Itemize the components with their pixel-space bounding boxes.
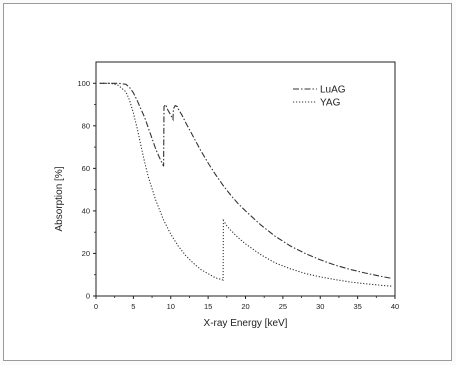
y-axis-label: Absorption [%] [54, 166, 65, 231]
y-tick-label: 80 [82, 121, 90, 130]
plot-frame [95, 61, 396, 297]
x-axis-label: X-ray Energy [keV] [204, 318, 288, 329]
y-tick-label: 100 [77, 79, 90, 88]
x-tick-label: 25 [279, 302, 287, 311]
y-tick-label: 40 [82, 206, 90, 215]
legend-label-yag: YAG [320, 98, 341, 109]
y-tick-label: 20 [82, 249, 90, 258]
figure-frame [3, 3, 452, 361]
series-line-luag [99, 82, 392, 279]
x-tick-label: 20 [241, 302, 249, 311]
series-line-yag [99, 82, 392, 287]
x-tick-label: 5 [131, 302, 135, 311]
x-tick-label: 30 [316, 302, 324, 311]
x-tick-label: 0 [94, 302, 98, 311]
x-tick-label: 10 [167, 302, 175, 311]
x-tick-label: 40 [391, 302, 399, 311]
legend-label-luag: LuAG [320, 85, 346, 96]
y-tick-label: 0 [86, 292, 90, 301]
x-tick-label: 35 [353, 302, 361, 311]
y-tick-label: 60 [82, 164, 90, 173]
x-tick-label: 15 [204, 302, 212, 311]
